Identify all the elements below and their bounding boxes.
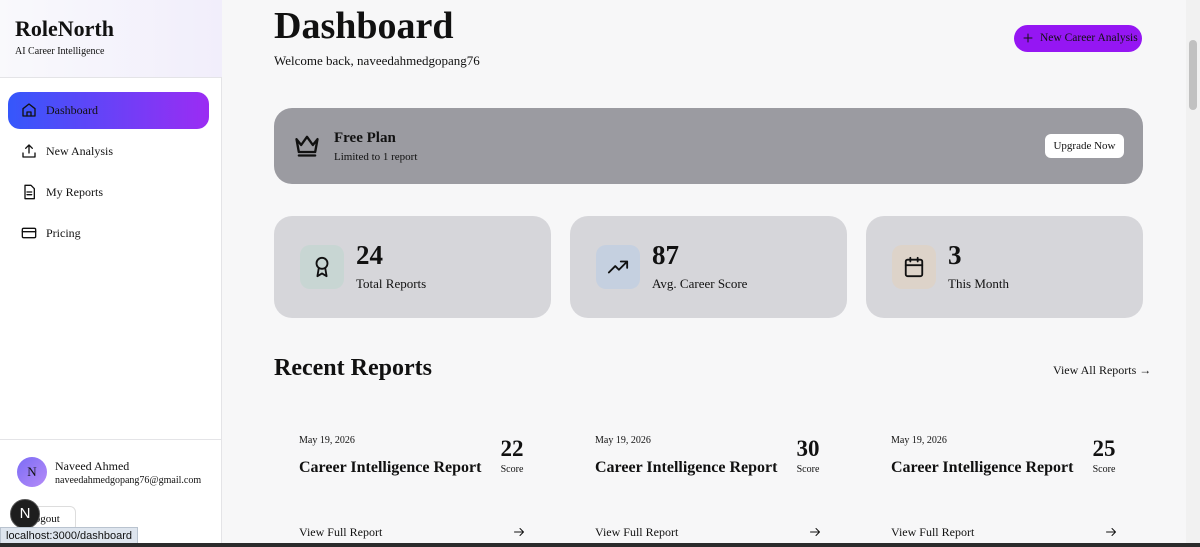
report-score: 30 [796, 436, 820, 461]
user-email: naveedahmedgopang76@gmail.com [55, 475, 202, 486]
new-analysis-button[interactable]: New Career Analysis [1014, 25, 1142, 52]
sidebar [0, 0, 222, 547]
report-link[interactable]: View Full Report [299, 525, 383, 539]
nav-item[interactable]: Pricing [46, 226, 81, 240]
nav-active-bg[interactable] [8, 92, 209, 129]
bottom-edge [0, 543, 1200, 547]
section-title: Recent Reports [274, 355, 432, 381]
divider [0, 439, 222, 440]
report-title: Career Intelligence Report [595, 459, 778, 476]
nav-item[interactable]: Dashboard [46, 103, 98, 117]
score-label: Score [796, 464, 820, 475]
score-label: Score [1092, 464, 1116, 475]
plan-title: Free Plan [334, 130, 396, 146]
welcome: Welcome back, naveedahmedgopang76 [274, 53, 480, 68]
report-date: May 19, 2026 [891, 435, 947, 446]
stat-value: 87 [652, 240, 679, 270]
report-date: May 19, 2026 [595, 435, 651, 446]
crown-icon [295, 135, 319, 157]
arrow-icon[interactable] [513, 526, 525, 538]
scroll-thumb[interactable] [1189, 40, 1197, 110]
stat-value: 24 [356, 240, 383, 270]
score-label: Score [500, 464, 524, 475]
scrollbar [1186, 0, 1200, 543]
stat-icon-bg [892, 245, 936, 289]
stat-icon-bg [300, 245, 344, 289]
report-score: 22 [500, 436, 524, 461]
stat-icon-bg [596, 245, 640, 289]
tagline: AI Career Intelligence [15, 46, 105, 57]
plan-card [274, 108, 1143, 184]
upgrade-button[interactable]: Upgrade Now [1045, 134, 1124, 158]
dev-badge[interactable]: N [10, 499, 40, 529]
report-title: Career Intelligence Report [299, 459, 482, 476]
report-date: May 19, 2026 [299, 435, 355, 446]
file-icon [24, 184, 35, 200]
plus-icon [1023, 33, 1033, 43]
page-title: Dashboard [274, 5, 454, 47]
stat-label: Total Reports [356, 276, 427, 291]
arrow-icon[interactable] [809, 526, 821, 538]
trend-icon [607, 260, 629, 274]
calendar-icon [904, 256, 924, 278]
award-icon [315, 256, 329, 278]
card-icon [21, 227, 37, 239]
arrow-icon[interactable] [1105, 526, 1117, 538]
brand-header [0, 0, 222, 78]
stat-label: Avg. Career Score [652, 276, 748, 291]
brand: RoleNorth [15, 16, 114, 41]
report-link[interactable]: View Full Report [595, 525, 679, 539]
user-name: Naveed Ahmed [55, 459, 130, 473]
stat-value: 3 [948, 240, 962, 270]
report-title: Career Intelligence Report [891, 459, 1074, 476]
status-bar: localhost:3000/dashboard [0, 527, 138, 545]
report-link[interactable]: View Full Report [891, 525, 975, 539]
report-score: 25 [1092, 436, 1116, 461]
stat-label: This Month [948, 276, 1010, 291]
plan-subtitle: Limited to 1 report [334, 151, 418, 163]
view-all-link[interactable]: View All Reports → [1053, 363, 1152, 377]
home-icon [22, 103, 36, 117]
upload-icon [22, 144, 36, 158]
nav-item[interactable]: New Analysis [46, 144, 113, 158]
nav-item[interactable]: My Reports [46, 185, 103, 199]
avatar: N [17, 457, 47, 487]
